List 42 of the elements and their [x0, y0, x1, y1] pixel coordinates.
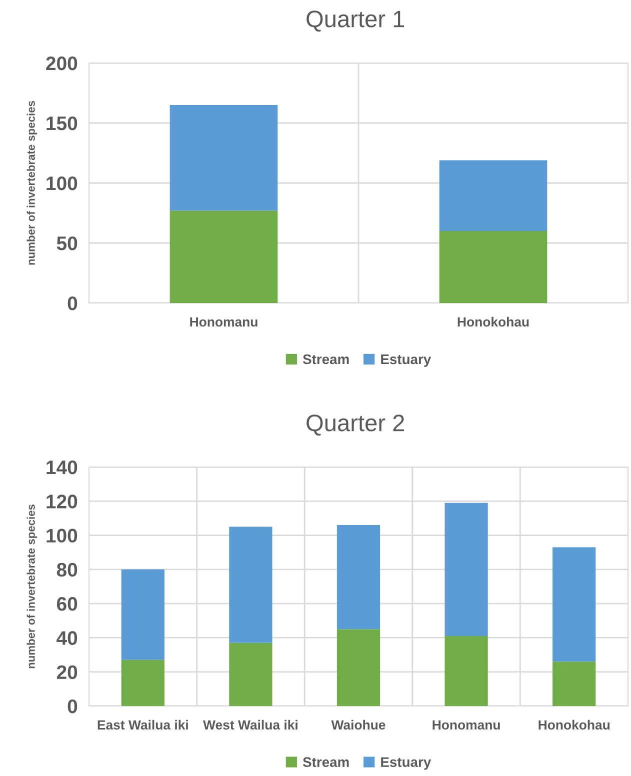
bar [170, 210, 278, 303]
y-tick-label: 50 [56, 236, 78, 250]
bar [121, 660, 164, 706]
chart-title: Quarter 1 [306, 10, 404, 32]
x-tick-label: Waiohue [331, 720, 386, 730]
bar [170, 105, 278, 211]
x-tick-label: West Wailua iki [203, 720, 298, 730]
y-axis-title: number of invertebrate species [26, 504, 38, 668]
y-tick-label: 80 [56, 562, 78, 577]
y-tick-label: 100 [46, 176, 78, 190]
legend-label: Stream [302, 354, 349, 364]
y-tick-label: 60 [56, 597, 78, 611]
legend-label: Stream [302, 757, 349, 768]
x-tick-label: East Wailua iki [98, 720, 188, 730]
bar [121, 569, 164, 660]
y-tick-label: 200 [46, 56, 78, 70]
y-axis-title: number of invertebrate species [26, 101, 38, 265]
y-tick-label: 100 [46, 528, 78, 543]
x-tick-label: Honokohau [538, 720, 610, 730]
y-tick-label: 150 [46, 116, 78, 130]
y-tick-label: 120 [46, 494, 78, 508]
bar [439, 231, 548, 303]
y-tick-label: 20 [56, 665, 78, 680]
bar [444, 636, 488, 706]
bar [336, 525, 380, 630]
y-tick-label: 140 [46, 460, 78, 474]
x-tick-label: Honomanu [432, 720, 500, 730]
y-tick-label: 0 [68, 296, 78, 310]
chart-title: Quarter 2 [306, 414, 404, 436]
x-tick-label: Honokohau [458, 316, 529, 327]
x-tick-label: Honomanu [190, 317, 258, 327]
bar [552, 547, 596, 662]
legend-label: Estuary [381, 354, 432, 367]
legend-label: Estuary [381, 757, 432, 770]
bar [444, 502, 488, 636]
y-tick-label: 40 [56, 631, 78, 645]
y-tick-label: 0 [68, 699, 78, 714]
bar [439, 160, 548, 231]
bar [229, 642, 272, 706]
bar [552, 662, 596, 706]
bar [336, 629, 380, 706]
bar [229, 526, 272, 643]
